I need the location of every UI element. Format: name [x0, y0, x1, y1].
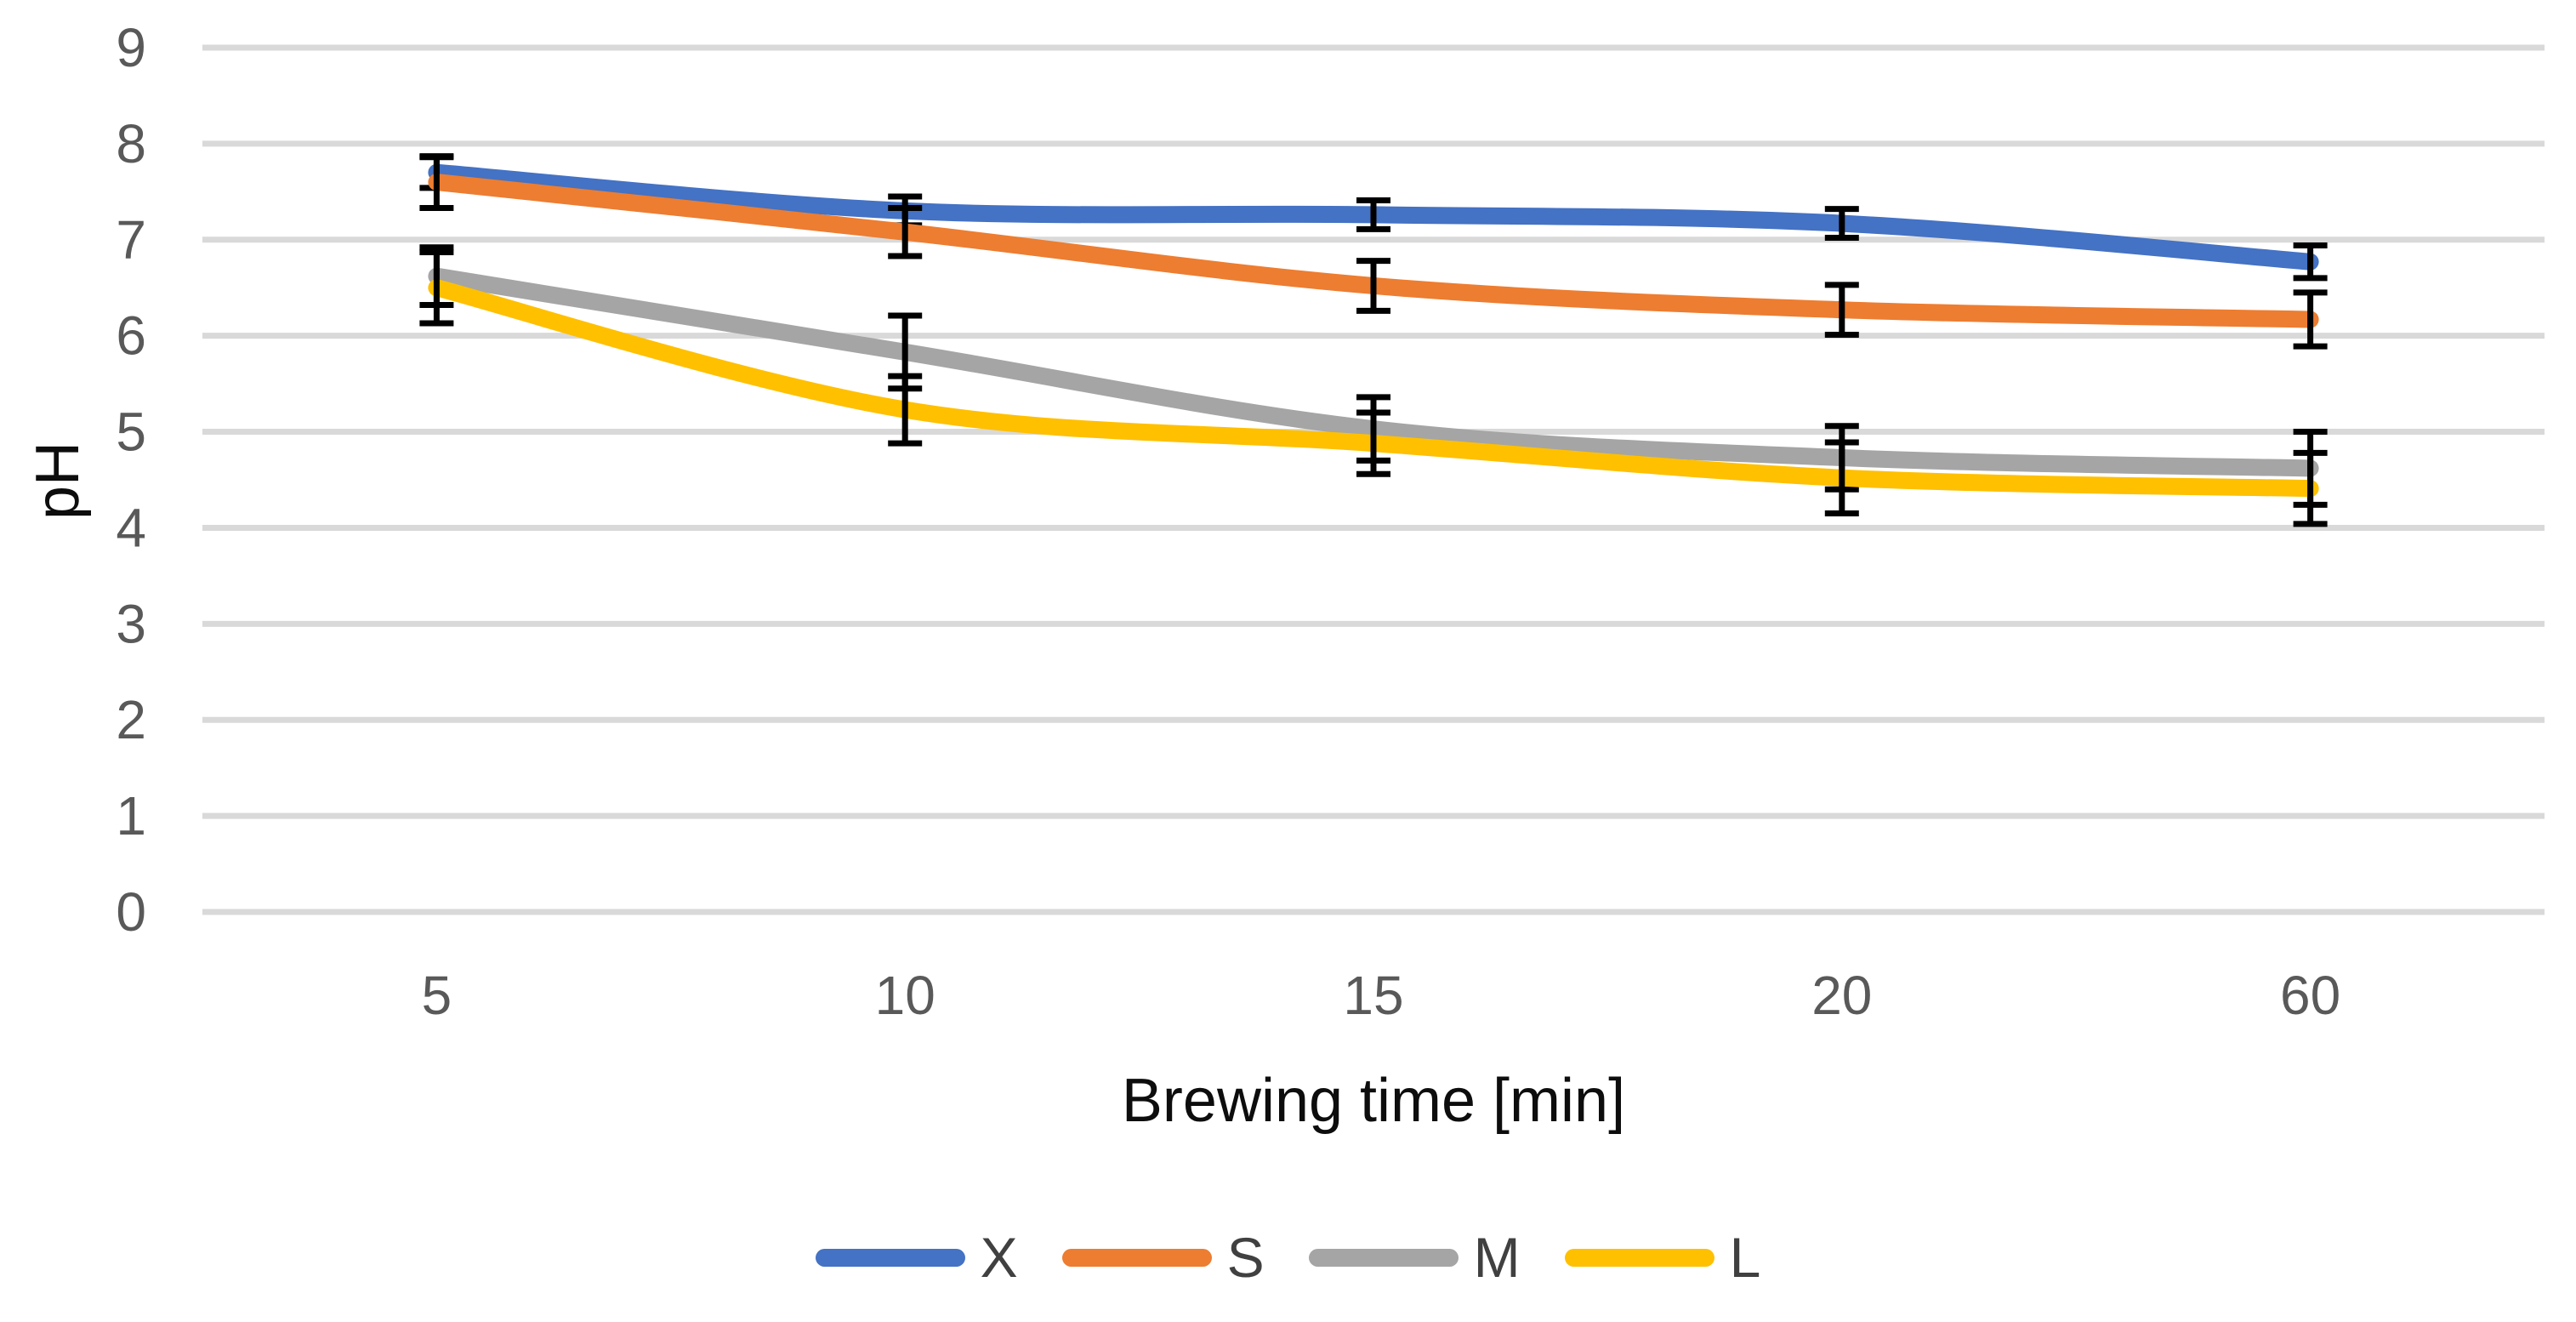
error-bar-s: [1824, 282, 1859, 339]
error-bar-l: [2293, 449, 2328, 527]
y-tick-label: 6: [116, 305, 146, 367]
y-tick-label: 1: [116, 785, 146, 846]
x-axis-title: Brewing time [min]: [1122, 1067, 1625, 1135]
error-bar-s: [1356, 258, 1390, 314]
y-axis-title: pH: [24, 442, 92, 520]
x-tick-label: 5: [422, 965, 452, 1026]
error-bar-l: [1356, 409, 1390, 477]
legend-item-l: L: [1564, 1226, 1761, 1289]
error-bar-l: [1824, 439, 1859, 517]
error-bar-l: [419, 248, 454, 327]
legend-item-x: X: [815, 1226, 1018, 1289]
error-bar-s: [888, 205, 923, 259]
error-bar-x: [2293, 242, 2328, 282]
legend-label: M: [1473, 1226, 1521, 1289]
y-tick-label: 5: [116, 402, 146, 463]
error-bar-l: [888, 373, 923, 447]
legend-swatch-m: [1308, 1248, 1459, 1267]
error-bar-s: [419, 153, 454, 212]
legend-item-s: S: [1061, 1226, 1265, 1289]
y-tick-label: 7: [116, 209, 146, 271]
legend-swatch-x: [815, 1248, 965, 1267]
error-bar-x: [1356, 197, 1390, 232]
y-tick-label: 3: [116, 593, 146, 654]
x-tick-label: 15: [1343, 965, 1403, 1026]
x-tick-label: 20: [1811, 965, 1872, 1026]
legend-swatch-l: [1564, 1248, 1714, 1267]
legend-swatch-s: [1061, 1248, 1212, 1267]
legend-label: L: [1729, 1226, 1761, 1289]
legend-item-m: M: [1308, 1226, 1521, 1289]
legend-label: X: [980, 1226, 1018, 1289]
x-tick-label: 60: [2280, 965, 2340, 1026]
y-tick-label: 8: [116, 113, 146, 174]
error-bar-s: [2293, 289, 2328, 350]
legend-label: S: [1226, 1226, 1265, 1289]
y-tick-label: 4: [116, 497, 146, 558]
y-tick-label: 0: [116, 881, 146, 943]
error-bar-x: [1824, 206, 1859, 242]
y-tick-label: 9: [116, 17, 146, 78]
y-tick-label: 2: [116, 689, 146, 750]
x-tick-label: 10: [875, 965, 935, 1026]
